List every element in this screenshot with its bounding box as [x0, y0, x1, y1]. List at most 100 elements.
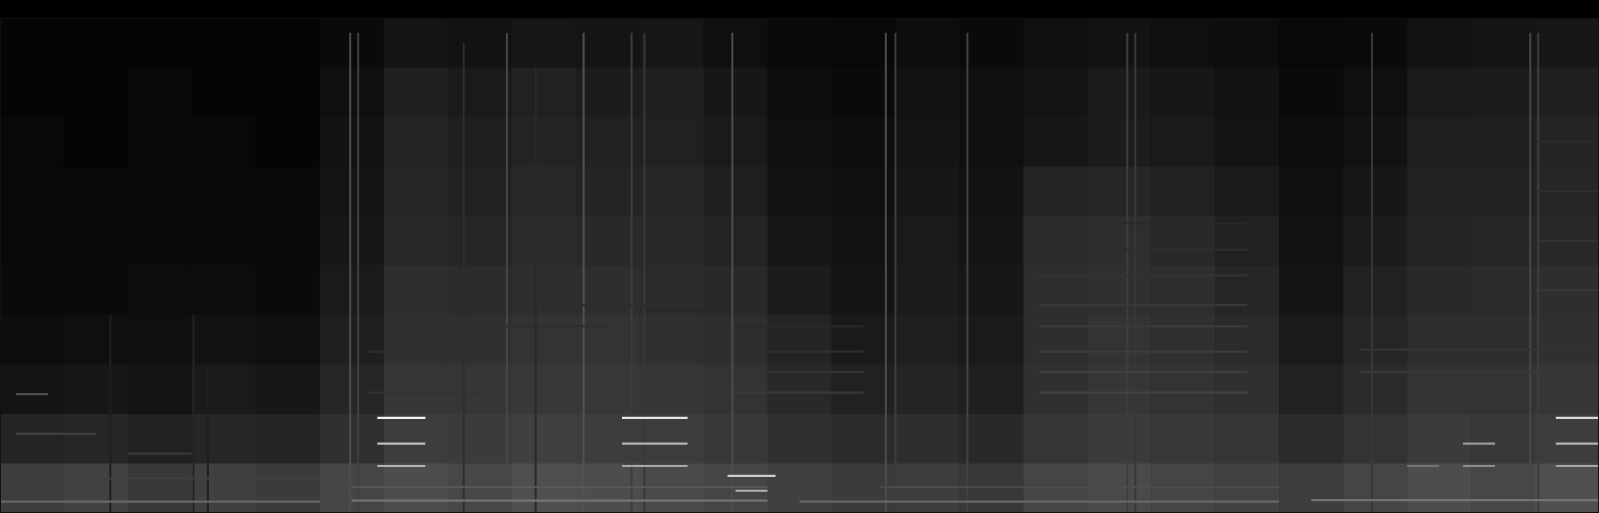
transient	[192, 315, 194, 513]
cell	[1023, 18, 1087, 68]
transient	[643, 33, 645, 513]
cell	[640, 68, 704, 118]
cell	[1471, 216, 1535, 266]
cell	[1279, 464, 1343, 513]
cell	[320, 68, 384, 118]
harmonic	[377, 443, 425, 445]
cell	[1087, 315, 1151, 365]
harmonic	[736, 392, 864, 394]
harmonic	[736, 490, 768, 492]
harmonic	[352, 486, 768, 488]
cell	[320, 167, 384, 217]
harmonic	[736, 371, 864, 373]
cell	[640, 365, 704, 415]
cell	[320, 414, 384, 464]
cell	[1023, 266, 1087, 316]
cell	[1471, 315, 1535, 365]
cell	[1279, 68, 1343, 118]
cell	[1151, 315, 1215, 365]
cell	[895, 315, 959, 365]
cell	[384, 315, 448, 365]
harmonic	[1535, 141, 1599, 143]
cell	[1407, 414, 1471, 464]
cell	[0, 18, 64, 68]
harmonic	[128, 453, 192, 455]
cell	[1087, 414, 1151, 464]
cell	[128, 315, 192, 365]
cell	[895, 18, 959, 68]
cell	[0, 365, 64, 415]
harmonic	[1407, 465, 1439, 467]
cell	[192, 68, 256, 118]
cell	[1535, 68, 1599, 118]
cell	[192, 315, 256, 365]
cell	[1407, 216, 1471, 266]
cell	[512, 266, 576, 316]
cell	[1087, 117, 1151, 167]
transient	[894, 33, 896, 513]
cell	[704, 117, 768, 167]
cell	[256, 464, 320, 513]
transient	[1371, 33, 1373, 513]
cell	[704, 68, 768, 118]
cell	[0, 315, 64, 365]
cell	[192, 365, 256, 415]
cell	[0, 68, 64, 118]
cell	[959, 266, 1023, 316]
cell	[576, 117, 640, 167]
background	[0, 0, 1599, 513]
cell	[128, 18, 192, 68]
cell	[959, 315, 1023, 365]
cell	[576, 266, 640, 316]
transient	[357, 33, 359, 513]
cell	[0, 414, 64, 464]
cell	[448, 117, 512, 167]
cell	[1343, 18, 1407, 68]
cell	[1087, 167, 1151, 217]
cell	[1471, 18, 1535, 68]
transient	[731, 33, 733, 513]
cell	[640, 117, 704, 167]
cell	[1343, 414, 1407, 464]
harmonic	[1556, 465, 1599, 467]
cell	[1023, 216, 1087, 266]
harmonic	[1463, 465, 1495, 467]
harmonic	[16, 433, 96, 435]
cell	[384, 167, 448, 217]
cell	[512, 365, 576, 415]
cell	[895, 117, 959, 167]
cell	[768, 414, 832, 464]
cell	[64, 68, 128, 118]
cell	[768, 266, 832, 316]
cell	[1023, 117, 1087, 167]
cell	[1151, 68, 1215, 118]
harmonic	[16, 393, 48, 395]
cell	[1023, 414, 1087, 464]
cell	[959, 216, 1023, 266]
cell	[256, 18, 320, 68]
cell	[768, 315, 832, 365]
harmonic	[800, 501, 1280, 503]
cell	[1023, 167, 1087, 217]
cell	[768, 117, 832, 167]
cell	[320, 365, 384, 415]
harmonic	[622, 465, 688, 467]
cell	[1535, 216, 1599, 266]
cell	[128, 464, 192, 513]
transient	[506, 33, 508, 513]
harmonic	[1556, 417, 1599, 419]
cell	[576, 414, 640, 464]
cell	[704, 18, 768, 68]
harmonic	[1463, 443, 1495, 445]
harmonic	[16, 477, 320, 479]
cell	[512, 216, 576, 266]
cell	[1471, 266, 1535, 316]
cell	[512, 315, 576, 365]
cell	[895, 167, 959, 217]
cell	[640, 414, 704, 464]
transient	[885, 33, 887, 513]
harmonic	[1039, 351, 1247, 353]
plot-area	[0, 18, 1599, 513]
cell	[576, 365, 640, 415]
harmonic	[1359, 349, 1599, 351]
